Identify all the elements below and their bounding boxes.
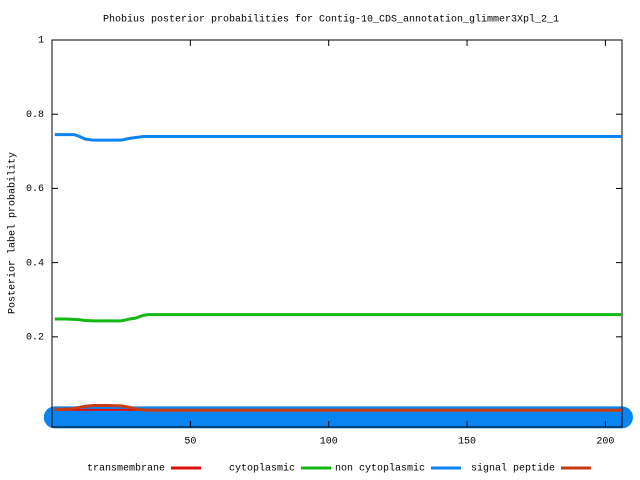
y-tick-label: 1 [38,36,44,47]
series-line [54,313,622,323]
plot-frame [51,39,623,428]
legend-label: transmembrane [87,463,165,475]
y-tick-label: 0.2 [26,332,44,343]
y-tick-label: 0.8 [26,110,44,121]
y-tick-label: 0.6 [26,184,44,195]
x-tick-label: 100 [320,437,338,448]
x-tick-label: 150 [458,437,476,448]
y-tick-label: 0.4 [26,258,44,269]
series-line [54,133,622,142]
legend-label: cytoplasmic [229,463,295,475]
legend-label: signal peptide [471,463,555,475]
x-tick-label: 50 [184,437,196,448]
x-tick-label: 200 [596,437,614,448]
chart-title: Phobius posterior probabilities for Cont… [103,14,559,26]
y-axis-label: Posterior label probability [7,152,19,314]
series-line [54,403,622,412]
legend-label: non cytoplasmic [335,463,425,475]
